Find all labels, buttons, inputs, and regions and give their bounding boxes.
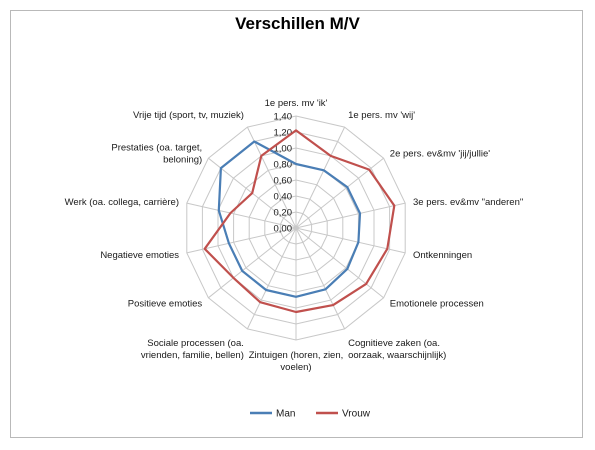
tick-label: 0,60 [274,176,293,187]
category-label: Prestaties (oa. target, [111,143,202,154]
tick-label: 0,40 [274,192,293,203]
grid-spoke [295,202,406,229]
category-label: 2e pers. ev&mv 'jij/jullie' [390,149,490,160]
legend-label-vrouw: Vrouw [342,409,371,420]
category-label: Positieve emoties [128,298,203,309]
grid-spoke [295,227,346,330]
tick-label: 1,20 [274,128,293,139]
category-label: Cognitieve zaken (oa. [348,338,440,349]
category-label: Vrije tijd (sport, tv, muziek) [133,110,244,121]
category-label: Negatieve emoties [100,250,179,261]
tick-label: 1,00 [274,144,293,155]
grid-spoke [208,227,297,299]
series-line-man [217,140,362,298]
category-label: voelen) [280,362,311,373]
category-label: Ontkenningen [413,250,472,261]
category-label: oorzaak, waarschijnlijk) [348,350,446,361]
category-label: Emotionele processen [390,298,484,309]
category-label: Werk (oa. collega, carrière) [65,197,179,208]
category-label: Zintuigen (horen, zien, [249,350,344,361]
category-label: 3e pers. ev&mv "anderen" [413,197,523,208]
grid-spoke [246,126,297,229]
tick-label: 0,00 [274,224,293,235]
series-line-vrouw [203,129,396,314]
tick-label: 0,80 [274,160,293,171]
grid-spoke [246,227,297,330]
grid-spoke [295,126,346,229]
legend-label-man: Man [276,409,295,420]
grid-spoke [295,227,384,299]
category-label: 1e pers. mv 'ik' [265,98,328,109]
grid-spoke [186,202,297,229]
category-label: beloning) [163,155,202,166]
category-label: 1e pers. mv 'wij' [348,110,415,121]
chart-title: Verschillen M/V [235,14,360,33]
category-label: Sociale processen (oa. [147,338,244,349]
category-label: vrienden, familie, bellen) [141,350,244,361]
tick-label: 0,20 [274,208,293,219]
tick-label: 1,40 [274,112,293,123]
